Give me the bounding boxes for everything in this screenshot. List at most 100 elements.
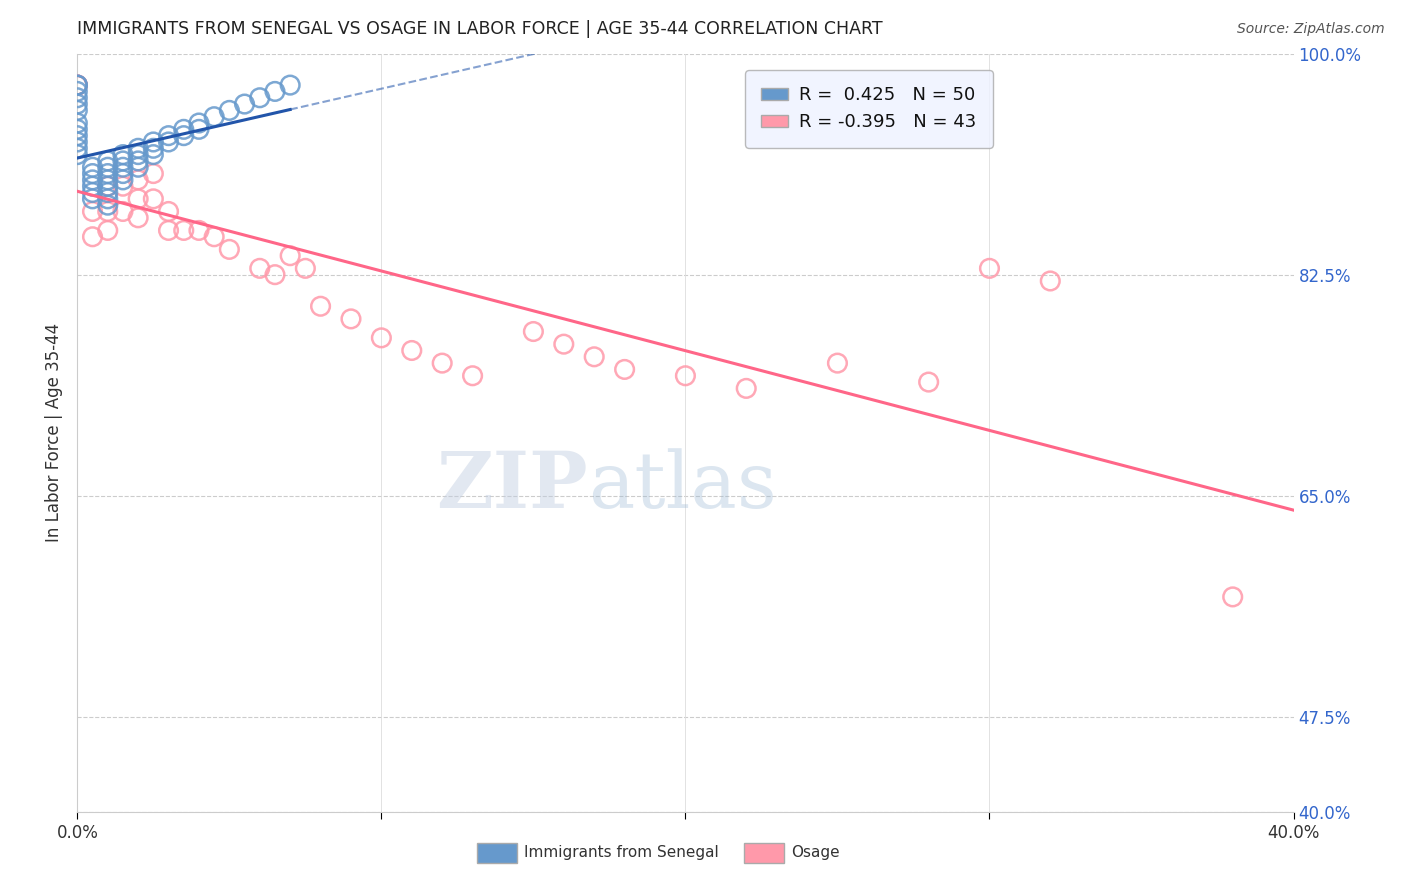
Point	[97, 198, 120, 212]
Point	[309, 299, 332, 313]
Point	[127, 173, 149, 187]
Point	[97, 192, 120, 206]
Point	[157, 128, 180, 143]
Point	[82, 204, 104, 219]
Point	[188, 122, 211, 136]
Point	[188, 116, 211, 130]
Point	[82, 229, 104, 244]
Point	[97, 223, 120, 237]
Point	[127, 141, 149, 155]
Text: atlas: atlas	[588, 448, 778, 524]
Point	[340, 312, 363, 326]
Point	[553, 337, 575, 351]
Text: IMMIGRANTS FROM SENEGAL VS OSAGE IN LABOR FORCE | AGE 35-44 CORRELATION CHART: IMMIGRANTS FROM SENEGAL VS OSAGE IN LABO…	[77, 21, 883, 38]
Point	[173, 122, 195, 136]
Point	[127, 192, 149, 206]
Point	[66, 85, 89, 99]
Point	[97, 204, 120, 219]
Point	[918, 375, 941, 389]
Point	[157, 204, 180, 219]
Point	[66, 135, 89, 149]
Point	[82, 192, 104, 206]
Point	[278, 78, 301, 92]
Point	[142, 147, 165, 161]
Point	[111, 153, 134, 168]
Point	[66, 78, 89, 92]
Point	[370, 331, 392, 345]
Point	[249, 91, 271, 105]
Point	[613, 362, 636, 376]
Point	[173, 223, 195, 237]
Point	[173, 128, 195, 143]
Point	[157, 223, 180, 237]
Point	[97, 186, 120, 200]
Point	[97, 161, 120, 175]
Point	[97, 167, 120, 181]
Text: Immigrants from Senegal: Immigrants from Senegal	[524, 846, 718, 860]
Legend: R =  0.425   N = 50, R = -0.395   N = 43: R = 0.425 N = 50, R = -0.395 N = 43	[745, 70, 993, 148]
Point	[142, 167, 165, 181]
Point	[66, 103, 89, 118]
Point	[827, 356, 849, 370]
Point	[111, 147, 134, 161]
Point	[111, 179, 134, 194]
Point	[202, 229, 225, 244]
Point	[233, 97, 256, 112]
Point	[127, 161, 149, 175]
Point	[461, 368, 484, 383]
Point	[111, 204, 134, 219]
Point	[66, 78, 89, 92]
Point	[430, 356, 453, 370]
Point	[142, 192, 165, 206]
Point	[97, 179, 120, 194]
Point	[66, 78, 89, 92]
Point	[66, 91, 89, 105]
Point	[188, 223, 211, 237]
Point	[82, 161, 104, 175]
Point	[82, 186, 104, 200]
Point	[82, 179, 104, 194]
Point	[202, 110, 225, 124]
Point	[157, 135, 180, 149]
Y-axis label: In Labor Force | Age 35-44: In Labor Force | Age 35-44	[45, 323, 63, 542]
Point	[278, 249, 301, 263]
Point	[218, 103, 240, 118]
Point	[264, 268, 287, 282]
Point	[66, 78, 89, 92]
Text: Source: ZipAtlas.com: Source: ZipAtlas.com	[1237, 22, 1385, 37]
Point	[111, 161, 134, 175]
Point	[401, 343, 423, 358]
Point	[1222, 590, 1244, 604]
Point	[66, 97, 89, 112]
Point	[82, 173, 104, 187]
Text: ZIP: ZIP	[436, 448, 588, 524]
Point	[142, 141, 165, 155]
Point	[82, 167, 104, 181]
Point	[675, 368, 697, 383]
Point	[127, 211, 149, 225]
Point	[97, 153, 120, 168]
Point	[66, 122, 89, 136]
Point	[66, 128, 89, 143]
Point	[249, 261, 271, 276]
Point	[66, 147, 89, 161]
Point	[66, 116, 89, 130]
Point	[127, 153, 149, 168]
Point	[111, 173, 134, 187]
Point	[522, 325, 544, 339]
Point	[66, 78, 89, 92]
Point	[583, 350, 606, 364]
Point	[66, 78, 89, 92]
Point	[142, 135, 165, 149]
Point	[66, 141, 89, 155]
Point	[1039, 274, 1062, 288]
Point	[111, 167, 134, 181]
Point	[979, 261, 1001, 276]
Point	[294, 261, 316, 276]
Text: Osage: Osage	[790, 846, 839, 860]
Point	[735, 381, 758, 395]
Point	[97, 173, 120, 187]
Point	[218, 243, 240, 257]
Point	[97, 179, 120, 194]
Point	[127, 147, 149, 161]
